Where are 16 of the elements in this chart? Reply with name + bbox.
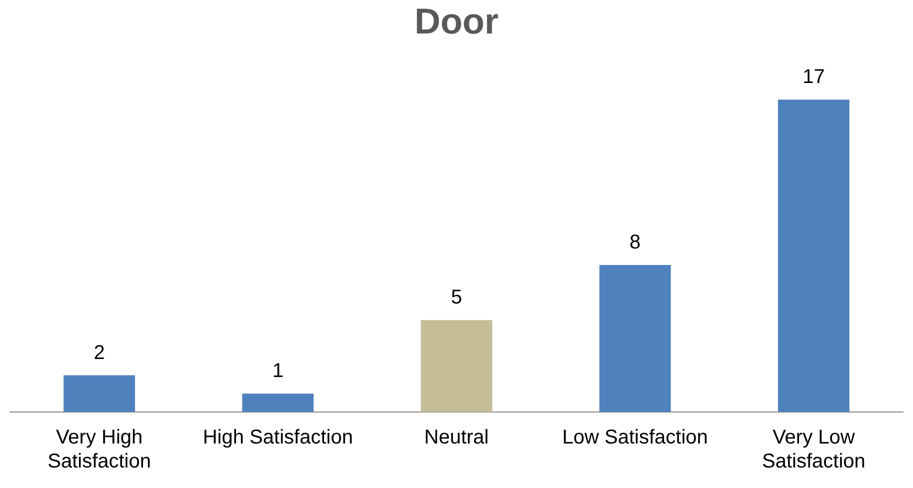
bar xyxy=(599,264,671,412)
data-label: 17 xyxy=(802,66,825,88)
bar xyxy=(778,100,850,412)
x-tick-label: Neutral xyxy=(424,426,489,449)
data-label: 2 xyxy=(94,342,105,364)
data-label: 5 xyxy=(450,286,462,309)
bar xyxy=(420,320,492,412)
data-label: 8 xyxy=(630,231,641,254)
data-label: 1 xyxy=(272,360,284,382)
bar xyxy=(64,375,136,412)
bar xyxy=(242,394,314,412)
chart-title: Door xyxy=(414,0,498,42)
x-tick-label: Low Satisfaction xyxy=(562,426,708,449)
x-tick-label: Very Low Satisfaction xyxy=(762,426,866,473)
x-tick-label: Very High Satisfaction xyxy=(48,426,151,473)
x-tick-label: High Satisfaction xyxy=(202,426,353,449)
